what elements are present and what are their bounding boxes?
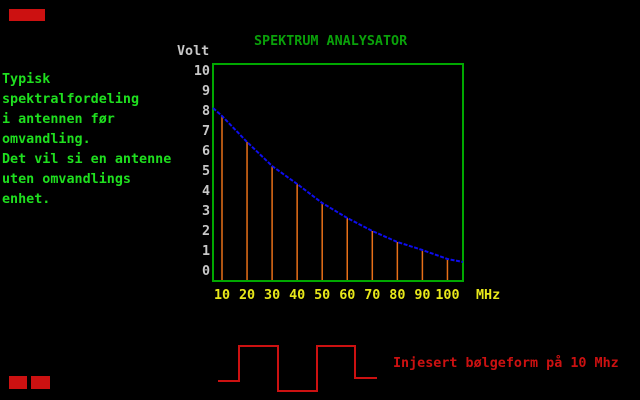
y-tick-label: 5 [201,164,210,179]
description-line: Det vil si en antenne [2,152,172,167]
plot-frame [212,63,464,282]
screen-dragbar-fragment [9,9,45,21]
y-tick-label: 10 [193,64,210,79]
x-tick-label: 50 [314,288,331,303]
y-tick-label: 2 [201,224,210,239]
x-tick-label: 20 [238,288,256,303]
description-line: i antennen før [2,112,115,127]
y-axis-title: Volt [177,44,210,59]
y-tick-label: 7 [201,124,210,139]
description-line: Typisk [2,72,51,87]
x-tick-label: 40 [289,288,306,303]
y-tick-label: 9 [201,84,210,99]
y-tick-label: 0 [201,264,210,279]
x-tick-label: 80 [389,288,406,303]
x-tick-label: 30 [264,288,281,303]
screen-gadget-fragment-right [31,376,50,389]
description-line: uten omvandlings [2,172,131,187]
description-line: enhet. [2,192,51,207]
description-text-block: Typisk spektralfordeling i antennen før … [2,70,171,210]
x-tick-label: 100 [435,288,460,303]
y-tick-label: 4 [201,184,210,199]
chart-title: SPEKTRUM ANALYSATOR [254,34,408,49]
description-line: spektralfordeling [2,92,140,107]
x-axis-unit-label: MHz [476,288,501,303]
x-tick-label: 10 [213,288,231,303]
x-tick-label: 70 [364,288,381,303]
y-tick-label: 1 [201,244,210,259]
description-line: omvandling. [2,132,91,147]
waveform-caption: Injesert bølgeform på 10 Mhz [393,356,619,371]
y-tick-label: 3 [201,204,210,219]
y-tick-label: 8 [201,104,210,119]
y-tick-label: 6 [201,144,210,159]
input-square-wave [218,345,377,392]
x-tick-label: 60 [339,288,356,303]
screen-gadget-fragment-left [9,376,27,389]
x-tick-label: 90 [414,288,431,303]
